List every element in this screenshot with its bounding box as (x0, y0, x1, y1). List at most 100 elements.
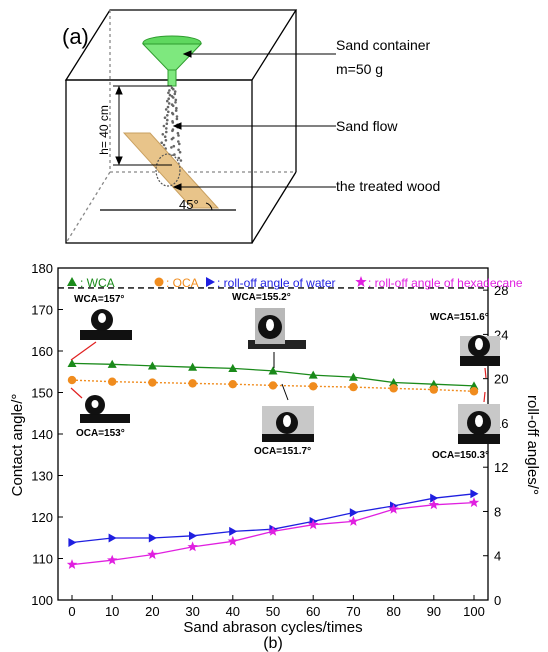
data-point-oca (309, 382, 318, 391)
sand-particle (175, 106, 178, 110)
right-tick-label: 4 (494, 549, 501, 564)
data-point-water (349, 508, 358, 518)
box-front-face (65, 79, 253, 244)
sand-particle (170, 146, 173, 149)
sand-flow-label: Sand flow (336, 118, 398, 134)
sand-particle (177, 148, 180, 152)
data-point-oca (67, 375, 77, 385)
data-point-wca (107, 359, 117, 368)
sand-particle (172, 96, 175, 99)
annotation-arrows (70, 341, 487, 403)
box-bottom-right-edge (251, 171, 297, 244)
data-point-wca (67, 358, 77, 368)
sand-particle (163, 135, 167, 138)
bottom-tick-label: 100 (463, 604, 485, 619)
data-point-hexadecane (348, 515, 359, 526)
left-tick-label: 160 (31, 344, 53, 359)
data-point-oca (108, 377, 117, 386)
left-tick-label: 110 (32, 552, 53, 567)
legend-hexadecane-marker (355, 276, 367, 287)
data-point-water (229, 526, 238, 536)
sand-particle (175, 115, 179, 118)
y-axis-title: Contact angle/° (9, 394, 26, 497)
droplet-inset-wca-100 (460, 335, 500, 366)
sand-particle (167, 91, 170, 95)
data-point-wca (389, 378, 399, 387)
droplet-inset-oca-100 (458, 404, 500, 444)
sand-particle (167, 102, 171, 105)
data-point-wca (429, 379, 439, 388)
sand-particle (165, 127, 168, 130)
box-hidden-edge-d (65, 171, 111, 244)
treated-wood-label: the treated wood (336, 178, 440, 194)
right-tick-label: 12 (494, 460, 508, 475)
bottom-tick-label: 80 (386, 604, 400, 619)
sand-particle (162, 143, 166, 147)
data-point-water (148, 533, 157, 543)
height-dimension (113, 85, 172, 166)
left-tick-label: 120 (31, 510, 53, 525)
x-axis-title: Sand abrason cycles/times (183, 619, 362, 636)
sand-particle (171, 129, 174, 133)
sand-particle (177, 156, 181, 160)
bottom-tick-label: 90 (427, 604, 441, 619)
sand-particle (171, 104, 175, 108)
bottom-tick-label: 50 (266, 604, 280, 619)
data-point-hexadecane (147, 549, 158, 560)
bottom-tick-label: 70 (346, 604, 360, 619)
sand-particle (179, 159, 183, 162)
panel-b-label: (b) (263, 635, 283, 652)
data-point-oca (228, 380, 237, 389)
sand-particle (172, 144, 176, 148)
annotation-oca-50: OCA=151.7° (254, 446, 311, 457)
data-point-hexadecane (468, 497, 480, 508)
bottom-tick-label: 30 (185, 604, 199, 619)
annotation-wca-100: WCA=151.6° (430, 312, 489, 323)
right-tick-label: 28 (494, 283, 508, 298)
data-point-water (430, 493, 439, 503)
droplet-inset-oca-0 (80, 395, 130, 423)
data-point-oca (389, 384, 398, 393)
sand-particle (174, 101, 177, 104)
bottom-tick-label: 60 (306, 604, 320, 619)
left-tick-label: 150 (31, 386, 53, 401)
data-point-water (189, 531, 198, 541)
data-point-oca (429, 385, 438, 394)
left-tick-label: 130 (31, 469, 53, 484)
sand-particle (163, 116, 167, 119)
sand-particle (167, 110, 170, 114)
sand-particle (170, 137, 174, 141)
funnel-icon (141, 35, 203, 87)
callout-arrows (172, 50, 336, 191)
sand-particle (176, 131, 180, 135)
sand-particle (168, 89, 171, 92)
angle-label: 45° (179, 197, 199, 212)
sand-particle (173, 92, 177, 96)
data-point-hexadecane (428, 499, 439, 510)
left-tick-label: 100 (31, 593, 53, 608)
legend-hexadecane-text: : roll-off angle of hexadecane (368, 276, 523, 290)
data-point-wca (348, 372, 358, 381)
bottom-tick-label: 40 (226, 604, 240, 619)
sand-particle (171, 112, 175, 116)
sand-particle (161, 133, 165, 136)
series-layer (66, 358, 480, 569)
data-point-hexadecane (187, 541, 198, 552)
data-point-hexadecane (107, 554, 118, 565)
left-axis-ticks: 100 110 120 130 140 150 160 170 180 (31, 261, 63, 608)
sand-particle (177, 134, 180, 137)
data-point-wca (188, 362, 198, 371)
annotation-oca-0: OCA=153° (76, 428, 125, 439)
sand-particle (165, 130, 168, 134)
data-point-wca (228, 363, 238, 373)
data-point-wca (147, 361, 157, 370)
sand-particle (177, 140, 180, 143)
bottom-tick-label: 10 (105, 604, 119, 619)
right-tick-label: 0 (494, 593, 501, 608)
legend-oca-marker (154, 277, 164, 287)
height-label: h= 40 cm (97, 105, 111, 155)
sand-particle (168, 93, 172, 97)
sand-particle (166, 99, 169, 103)
mass-label: m=50 g (336, 61, 383, 77)
